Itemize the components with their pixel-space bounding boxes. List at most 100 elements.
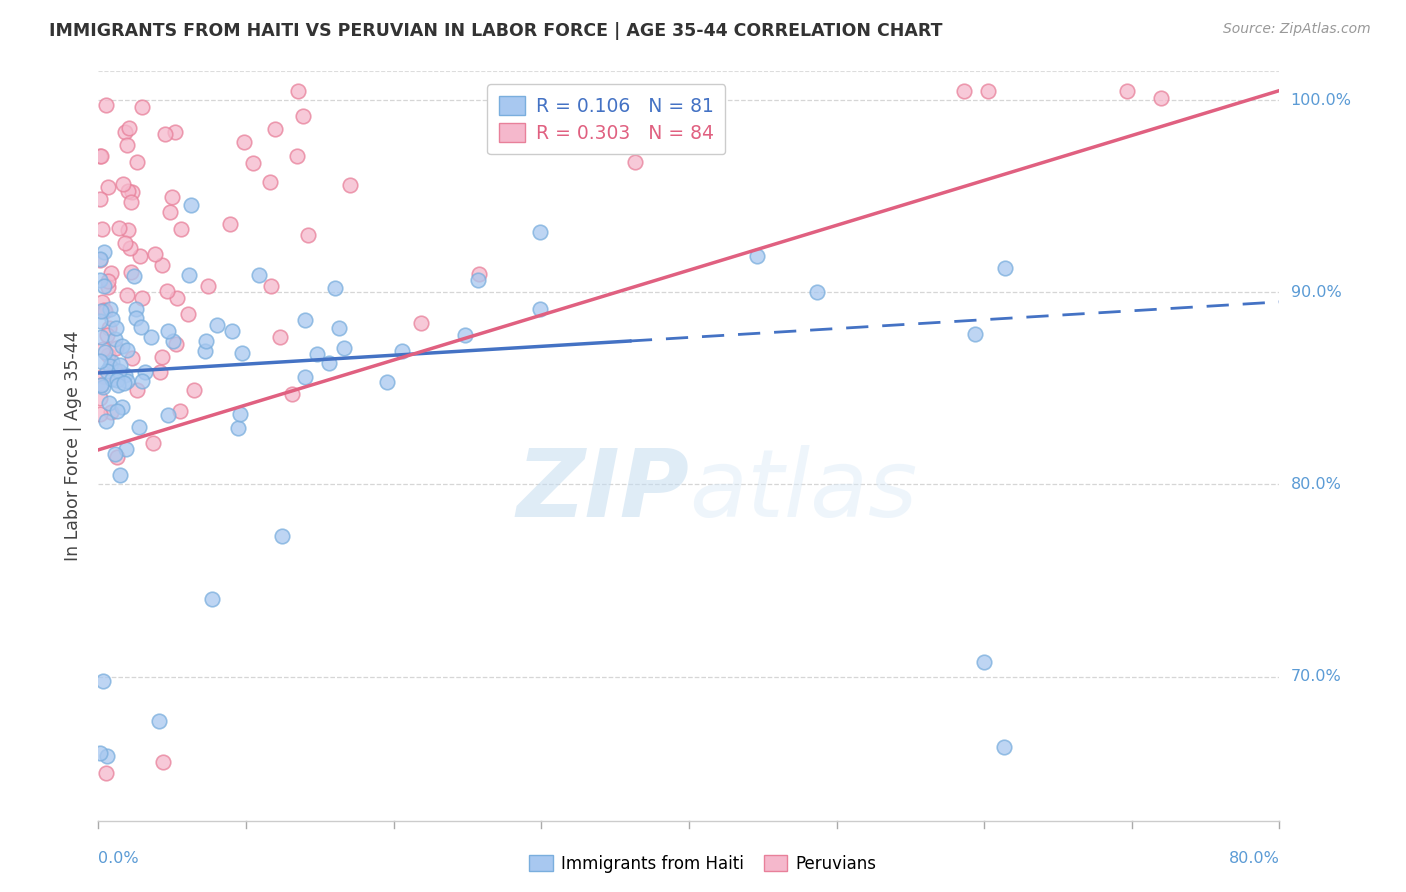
Point <box>89 392 111 406</box>
Point <box>194 334 217 348</box>
Point <box>98 396 121 410</box>
Point <box>207 318 229 332</box>
Legend: R = 0.106   N = 81, R = 0.303   N = 84: R = 0.106 N = 81, R = 0.303 N = 84 <box>488 85 725 154</box>
Point <box>294 370 316 384</box>
Text: 0.0%: 0.0% <box>98 851 139 866</box>
Point <box>468 267 491 281</box>
Point <box>287 84 309 98</box>
Point <box>177 307 200 321</box>
Point <box>141 436 163 450</box>
Point <box>112 376 135 390</box>
Point <box>107 450 129 464</box>
Point <box>101 355 124 369</box>
Point <box>112 177 135 191</box>
Point <box>375 375 398 389</box>
Point <box>104 321 127 335</box>
Point <box>94 413 117 427</box>
Point <box>165 337 187 351</box>
Text: ZIP: ZIP <box>516 445 689 537</box>
Point <box>965 327 987 342</box>
Point <box>89 746 111 760</box>
Point <box>115 374 138 388</box>
Point <box>259 175 281 189</box>
Point <box>89 252 111 266</box>
Point <box>100 372 122 386</box>
Point <box>1150 91 1173 105</box>
Point <box>115 288 138 302</box>
Point <box>96 765 118 780</box>
Point <box>156 324 179 338</box>
Point <box>98 301 121 316</box>
Point <box>143 247 166 261</box>
Point <box>97 348 120 362</box>
Point <box>93 279 115 293</box>
Point <box>115 343 138 357</box>
Point <box>89 353 111 368</box>
Point <box>134 365 156 379</box>
Point <box>150 258 173 272</box>
Text: atlas: atlas <box>689 445 917 536</box>
Point <box>973 655 995 669</box>
Point <box>177 268 200 282</box>
Point <box>104 341 127 355</box>
Point <box>90 378 112 392</box>
Point <box>118 120 141 135</box>
Point <box>108 358 131 372</box>
Y-axis label: In Labor Force | Age 35-44: In Labor Force | Age 35-44 <box>65 331 83 561</box>
Point <box>91 295 114 310</box>
Point <box>121 351 143 365</box>
Point <box>221 324 243 338</box>
Point <box>125 311 148 326</box>
Point <box>453 328 475 343</box>
Point <box>89 192 111 206</box>
Point <box>162 334 184 348</box>
Point <box>91 369 114 384</box>
Point <box>201 591 224 606</box>
Point <box>127 383 149 397</box>
Point <box>104 332 127 346</box>
Point <box>93 245 115 260</box>
Point <box>218 217 240 231</box>
Point <box>97 280 120 294</box>
Point <box>104 447 127 461</box>
Point <box>94 97 117 112</box>
Point <box>529 225 551 239</box>
Point <box>100 266 122 280</box>
Point <box>156 284 179 298</box>
Point <box>280 387 302 401</box>
Legend: Immigrants from Haiti, Peruvians: Immigrants from Haiti, Peruvians <box>523 848 883 880</box>
Point <box>409 316 432 330</box>
Point <box>747 250 769 264</box>
Point <box>333 341 356 355</box>
Point <box>96 749 118 764</box>
Point <box>90 303 112 318</box>
Text: Source: ZipAtlas.com: Source: ZipAtlas.com <box>1223 22 1371 37</box>
Point <box>160 190 183 204</box>
Point <box>89 253 111 268</box>
Point <box>107 378 129 392</box>
Point <box>90 149 112 163</box>
Point <box>121 185 143 199</box>
Point <box>194 344 217 359</box>
Point <box>169 403 191 417</box>
Point <box>120 265 142 279</box>
Point <box>110 339 132 353</box>
Point <box>148 714 170 729</box>
Point <box>131 291 153 305</box>
Point <box>94 344 117 359</box>
Point <box>90 377 112 392</box>
Point <box>111 401 134 415</box>
Point <box>96 364 118 378</box>
Point <box>294 312 316 326</box>
Point <box>128 249 150 263</box>
Point <box>100 405 122 419</box>
Point <box>97 274 120 288</box>
Point <box>141 330 163 344</box>
Point <box>107 368 129 383</box>
Point <box>89 273 111 287</box>
Point <box>166 291 188 305</box>
Point <box>264 122 287 136</box>
Point <box>127 155 149 169</box>
Point <box>91 674 114 689</box>
Point <box>125 302 148 317</box>
